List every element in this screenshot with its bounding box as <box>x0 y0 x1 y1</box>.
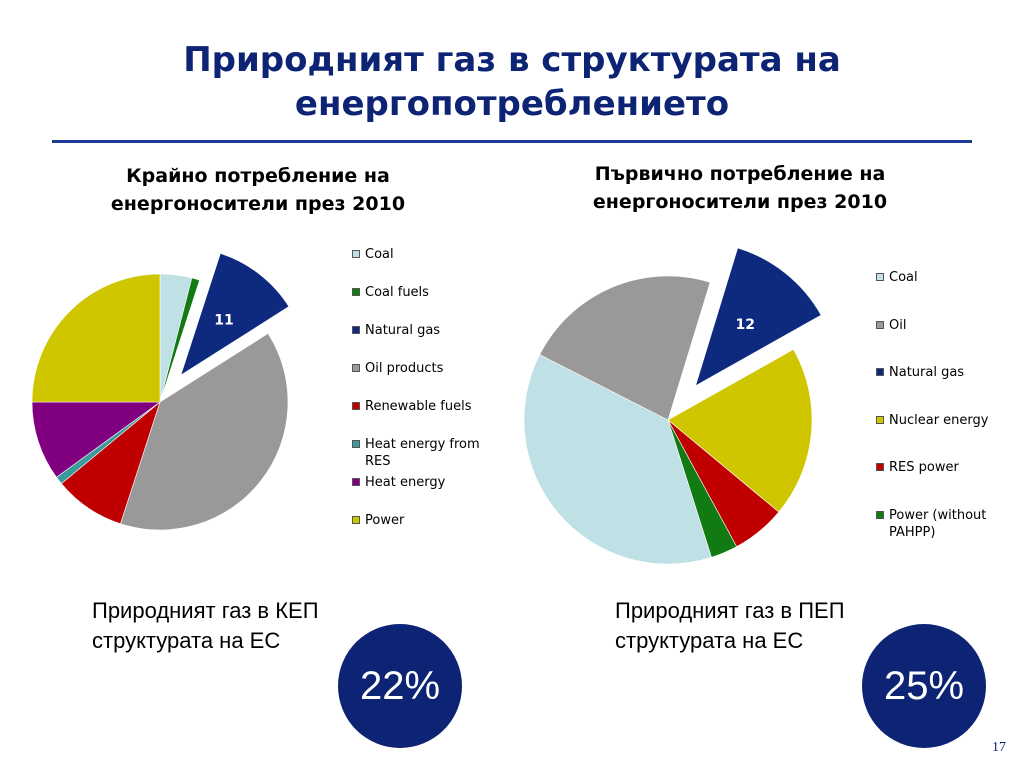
legend-item-natural-gas: Natural gas <box>352 322 502 339</box>
pie-slice-natural-gas <box>180 253 290 376</box>
pie-slice-natural-gas <box>695 247 822 387</box>
page-number: 17 <box>992 740 1006 755</box>
legend-item-power-without-pahpp: Power (without PAHPP) <box>876 507 1024 541</box>
legend-label: RES power <box>889 460 959 476</box>
legend-label: Coal fuels <box>365 285 429 300</box>
pie-slice-oil-products <box>120 332 289 531</box>
legend-label: Power <box>365 513 405 528</box>
right-chart-title: Първично потребление на енергоносители п… <box>592 163 888 213</box>
legend-swatch <box>876 273 884 281</box>
legend-item-oil-products: Oil products <box>352 360 502 377</box>
left-caption: Природният газ в КЕП структурата на ЕС <box>92 598 319 653</box>
pie-slice-nuclear-energy <box>667 348 813 513</box>
legend-item-heat-energy: Heat energy <box>352 474 502 491</box>
legend-swatch <box>352 516 360 524</box>
right-highlight-circle: 25% <box>862 624 986 748</box>
right-pie-chart: 12 <box>523 247 822 565</box>
legend-label: Nuclear energy <box>889 412 989 428</box>
legend-swatch <box>352 288 360 296</box>
legend-swatch <box>876 320 884 329</box>
slide-title: Природният газ в структурата на енергопо… <box>183 40 841 124</box>
legend-item-renewable-fuels: Renewable fuels <box>352 398 502 415</box>
legend-swatch <box>352 478 360 486</box>
legend-label: Oil products <box>365 361 444 376</box>
legend-swatch <box>876 463 884 472</box>
pie-slice-coal <box>523 354 712 565</box>
left-chart-title: Крайно потребление на енергоносители пре… <box>110 165 406 215</box>
legend-label: Natural gas <box>889 365 965 381</box>
legend-item-coal: Coal <box>876 269 1024 286</box>
data-label-natural-gas: 12 <box>735 317 754 333</box>
legend-label: Renewable fuels <box>365 399 472 414</box>
pie-slice-heat-energy <box>31 401 161 478</box>
pie-slice-oil <box>539 275 711 421</box>
legend-swatch <box>352 326 360 334</box>
legend-item-res-power: RES power <box>876 459 1024 476</box>
legend-label: Heat energy <box>365 475 446 490</box>
legend-swatch <box>352 250 360 258</box>
legend-label: Power (without PAHPP) <box>889 508 987 540</box>
left-highlight-value: 22% <box>359 663 441 708</box>
data-label-natural-gas: 11 <box>214 313 233 329</box>
right-highlight-value: 25% <box>883 663 965 708</box>
legend-item-oil: Oil <box>876 317 1024 334</box>
title-divider <box>52 140 972 143</box>
legend-swatch <box>352 440 360 448</box>
legend-item-power: Power <box>352 512 502 529</box>
pie-slice-power <box>31 273 161 403</box>
legend-swatch <box>876 368 884 377</box>
legend-item-coal-fuels: Coal fuels <box>352 284 502 301</box>
legend-item-nuclear-energy: Nuclear energy <box>876 412 1024 429</box>
legend-item-natural-gas: Natural gas <box>876 364 1024 381</box>
legend-swatch <box>352 402 360 410</box>
legend-label: Coal <box>889 270 918 285</box>
legend-label: Coal <box>365 247 394 262</box>
legend-label: Oil <box>889 317 907 333</box>
legend-label: Natural gas <box>365 323 441 338</box>
pie-slice-coal-fuels <box>159 277 200 403</box>
legend-item-heat-energy-from-res: Heat energy from RES <box>352 436 502 470</box>
legend-label: Heat energy from RES <box>365 437 480 469</box>
left-pie-chart: 11 <box>31 253 290 531</box>
legend-swatch <box>876 511 884 519</box>
right-caption: Природният газ в ПЕП структурата на ЕС <box>615 598 845 653</box>
legend-swatch <box>876 415 884 424</box>
legend-item-coal: Coal <box>352 246 502 263</box>
legend-swatch <box>352 364 360 372</box>
left-highlight-circle: 22% <box>338 624 462 748</box>
